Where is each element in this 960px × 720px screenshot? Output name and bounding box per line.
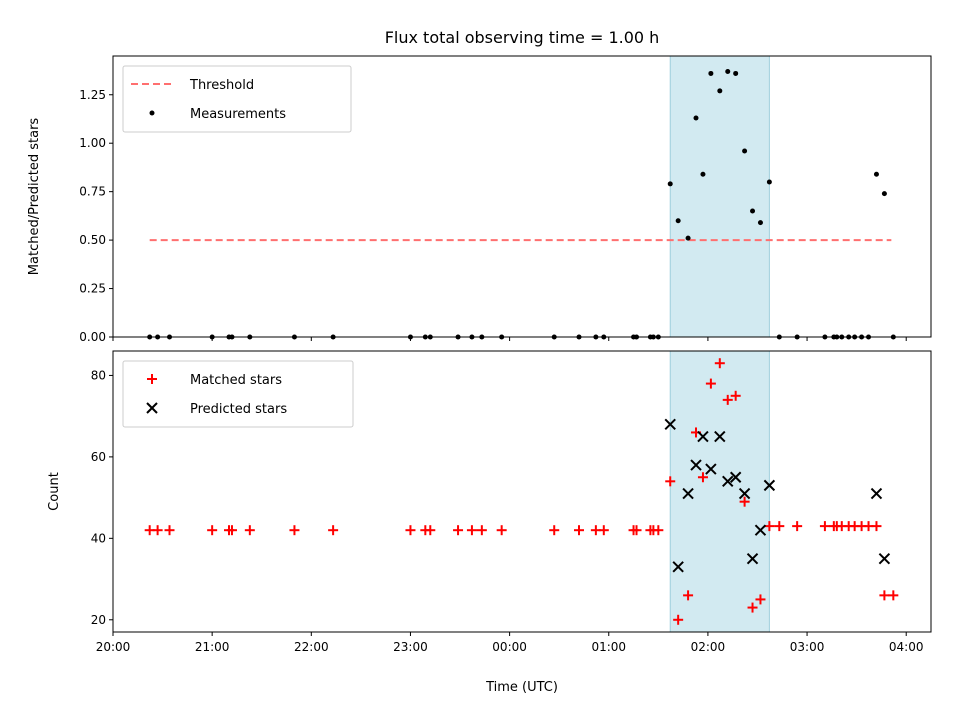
predicted-star-point (738, 487, 751, 500)
y-tick-label: 60 (91, 450, 106, 464)
count-y-axis-label: Count (47, 472, 62, 511)
y-tick-label: 0.25 (79, 282, 106, 296)
measurement-point (766, 179, 772, 185)
ratio-y-axis: 0.00 0.25 0.50 0.75 1.00 1.25 (79, 88, 113, 344)
predicted-star-point (697, 430, 709, 443)
measurement-point (708, 70, 714, 76)
predicted-star-point (682, 487, 694, 500)
measurement-point (725, 69, 731, 75)
count-panel: 20 40 60 80 20:00 21:00 22:00 23:00 00:00 01:00 0… (47, 350, 932, 695)
measurement-point (881, 191, 887, 197)
measurement-point (675, 218, 681, 224)
predicted-star-point (878, 552, 891, 565)
y-tick-label: 0.50 (79, 233, 106, 247)
ratio-x-axis-ticks (112, 337, 907, 341)
predicted-legend-swatch (146, 402, 158, 414)
predicted-star-point (672, 561, 684, 573)
ratio-y-axis-label: Matched/Predicted stars (27, 118, 42, 276)
legend-label-threshold: Threshold (189, 78, 254, 93)
predicted-star-point (729, 471, 742, 483)
measurement-point (733, 70, 739, 76)
measurement-point (717, 88, 723, 94)
x-tick-label: 01:00 (591, 640, 626, 654)
x-tick-label: 00:00 (492, 640, 527, 654)
measurement-point (742, 148, 748, 154)
y-tick-label: 1.00 (79, 136, 106, 150)
ratio-legend: Threshold Measurements (122, 65, 352, 133)
count-x-axis: 20:00 21:00 22:00 23:00 00:00 01:00 02:00 03:00… (96, 632, 924, 654)
measurement-point (700, 171, 706, 177)
y-tick-label: 40 (91, 531, 106, 545)
measurement-point (685, 235, 691, 241)
measurement-point (750, 208, 756, 214)
predicted-star-point (714, 430, 726, 443)
predicted-star-point (754, 524, 767, 536)
predicted-legend-marker (146, 402, 158, 414)
legend-label-matched: Matched stars (190, 373, 282, 388)
y-tick-label: 0.00 (79, 330, 106, 344)
predicted-star-point (705, 463, 717, 475)
predicted-star-point (690, 459, 702, 471)
x-tick-label: 23:00 (393, 640, 428, 654)
x-tick-label: 04:00 (889, 640, 924, 654)
chart-title: Flux total observing time = 1.00 h (385, 28, 660, 47)
predicted-star-point (870, 487, 883, 500)
highlight-span (669, 55, 770, 338)
measurement-point (873, 171, 879, 177)
count-axes-frame (112, 350, 932, 633)
measurement-point (667, 181, 673, 187)
legend-label-measurements: Measurements (190, 107, 286, 122)
y-tick-label: 1.25 (79, 88, 106, 102)
ratio-axes-frame (112, 55, 932, 338)
measurements-legend-swatch (149, 110, 155, 116)
y-tick-label: 20 (91, 613, 106, 627)
y-tick-label: 80 (91, 368, 106, 382)
legend-box (122, 360, 354, 428)
predicted-star-point (722, 475, 734, 488)
matched-legend-swatch (147, 374, 157, 384)
measurement-point (693, 115, 699, 121)
ratio-panel: 0.00 0.25 0.50 0.75 1.00 1.25 Matched/Predict… (27, 55, 932, 344)
x-tick-label: 02:00 (691, 640, 726, 654)
count-legend: Matched stars Predicted stars (122, 360, 354, 428)
x-tick-label: 20:00 (96, 640, 131, 654)
legend-label-predicted: Predicted stars (190, 402, 287, 417)
predicted-star-point (763, 479, 776, 492)
x-tick-label: 21:00 (195, 640, 230, 654)
predicted-star-point (746, 552, 759, 565)
count-marks (144, 358, 899, 625)
x-axis-label: Time (UTC) (485, 680, 558, 695)
y-tick-label: 0.75 (79, 185, 106, 199)
measurement-point (757, 220, 763, 226)
legend-box (122, 65, 352, 133)
predicted-star-point (664, 418, 676, 431)
x-tick-label: 22:00 (294, 640, 329, 654)
x-tick-label: 03:00 (790, 640, 825, 654)
count-y-axis: 20 40 60 80 (91, 368, 113, 627)
